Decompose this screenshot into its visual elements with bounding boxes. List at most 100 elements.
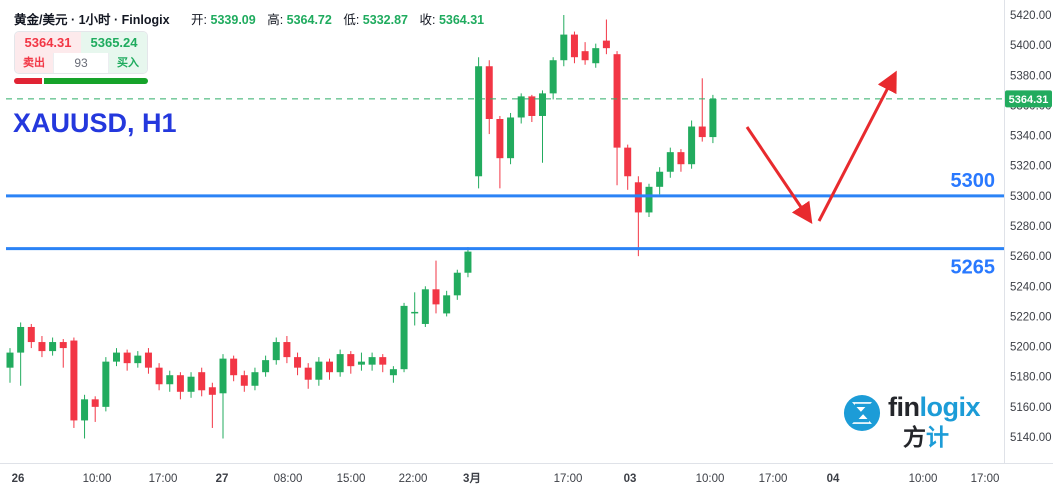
candle: [240, 370, 248, 392]
candle-body: [123, 352, 131, 364]
candle: [475, 57, 483, 189]
price-tick-label: 5400.00: [1010, 40, 1052, 52]
depth-bar-buy: [44, 78, 148, 84]
candle-body: [59, 342, 67, 349]
price-tick-label: 5140.00: [1010, 432, 1052, 444]
open-label: 开:: [191, 13, 208, 27]
finlogix-badge-icon: [843, 394, 881, 432]
projection-arrow[interactable]: [817, 70, 897, 222]
candle: [421, 286, 429, 327]
candle-body: [379, 357, 387, 365]
candle: [219, 354, 227, 439]
candle-body: [326, 361, 333, 373]
candle: [539, 90, 546, 163]
candle: [698, 78, 706, 142]
logo-wordmark: finlogix: [888, 392, 981, 423]
candle: [6, 348, 14, 383]
candle-body: [336, 354, 344, 373]
price-tick-label: 5180.00: [1010, 372, 1052, 384]
candle-body: [624, 147, 632, 177]
time-tick-label: 3月: [463, 472, 481, 485]
candle-body: [411, 311, 419, 314]
sell-price-button[interactable]: 5364.31: [15, 32, 81, 53]
candle: [688, 120, 696, 169]
candle: [155, 363, 163, 391]
candle: [602, 19, 610, 55]
candle-body: [549, 60, 557, 94]
candle-body: [645, 186, 653, 213]
candle-body: [27, 326, 35, 343]
price-tick-label: 5340.00: [1010, 131, 1052, 143]
time-tick-label: 17:00: [971, 473, 1000, 485]
candle-body: [666, 152, 674, 172]
candle: [294, 352, 302, 376]
projection-arrow[interactable]: [745, 126, 813, 224]
candle: [113, 348, 120, 367]
candle: [432, 260, 440, 314]
candle: [272, 337, 280, 365]
candle-body: [539, 93, 546, 116]
candle: [70, 337, 78, 428]
candle: [347, 351, 355, 374]
candle-body: [528, 96, 536, 116]
candle: [379, 354, 387, 373]
candle-body: [464, 251, 472, 273]
time-tick-label: 04: [827, 473, 840, 485]
candle-body: [453, 272, 461, 296]
logo-word-black: fin: [888, 392, 920, 422]
close-label: 收:: [419, 13, 436, 27]
candle: [560, 15, 568, 67]
candle-body: [698, 126, 706, 138]
candle-body: [230, 358, 238, 376]
price-tick-label: 5240.00: [1010, 281, 1052, 293]
price-axis[interactable]: 5420.005400.005380.005360.005340.005320.…: [1010, 10, 1052, 444]
sentiment-depth-bar: [14, 78, 148, 84]
candle-body: [240, 375, 248, 386]
logo-cn-black: 方: [903, 424, 926, 450]
buy-price-button[interactable]: 5365.24: [81, 32, 147, 53]
candle: [666, 147, 674, 178]
time-tick-label: 17:00: [759, 473, 788, 485]
price-tick-label: 5280.00: [1010, 221, 1052, 233]
candle: [592, 43, 600, 68]
candle: [528, 94, 536, 123]
chart-legend: 黄金/美元 · 1小时 · Finlogix 开: 5339.09 高: 536…: [14, 9, 484, 28]
logo-cn-wordmark: 方计: [903, 418, 949, 452]
candle: [613, 51, 621, 186]
candle-body: [517, 96, 525, 118]
price-tick-label: 5380.00: [1010, 70, 1052, 82]
candle: [581, 42, 589, 65]
candle-body: [389, 369, 397, 376]
candle: [102, 357, 110, 412]
candle-body: [560, 34, 568, 61]
candle: [357, 352, 365, 371]
sell-button[interactable]: 卖出: [15, 53, 53, 73]
candle: [144, 348, 152, 374]
candle-body: [347, 354, 355, 367]
candle-body: [294, 357, 302, 368]
buy-button[interactable]: 买入: [109, 53, 147, 73]
low-value: 5332.87: [362, 13, 408, 27]
time-tick-label: 26: [12, 473, 25, 485]
candle: [400, 302, 408, 373]
candles-layer: [6, 15, 717, 439]
candle: [123, 349, 131, 371]
candle: [411, 292, 419, 326]
candle-body: [315, 361, 323, 380]
candle: [262, 355, 270, 377]
candle-body: [496, 118, 504, 159]
time-tick-label: 10:00: [83, 473, 112, 485]
candle: [91, 396, 99, 422]
candle: [507, 112, 515, 165]
candle-body: [251, 372, 259, 386]
candle-body: [570, 34, 578, 58]
time-axis[interactable]: 26 10:00 17:00 27 08:00 15:00 22:00 3月 17:00 03 10…: [12, 472, 1000, 485]
candle-body: [634, 182, 642, 213]
spread-value: 93: [53, 53, 109, 73]
candle: [304, 363, 312, 389]
candle-body: [155, 367, 163, 385]
candle: [496, 115, 504, 189]
level-label-5300: 5300: [951, 170, 996, 192]
